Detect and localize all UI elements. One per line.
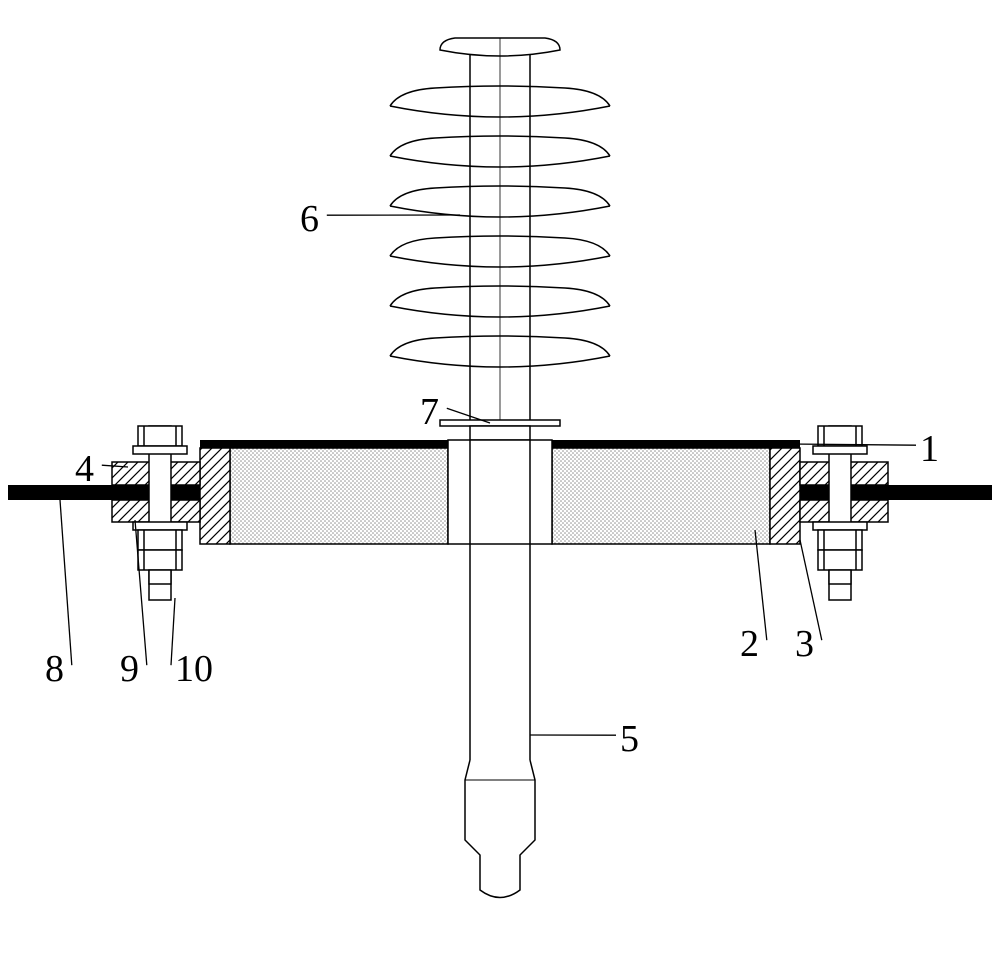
diagram-root: 6 7 1 4 23 5 8 9 10 — [0, 0, 1000, 954]
callout-5: 5 — [620, 720, 639, 758]
callout-7: 7 — [420, 393, 439, 431]
callout-4: 4 — [75, 450, 94, 488]
callout-9: 9 — [120, 650, 139, 688]
callout-1: 1 — [920, 430, 939, 468]
callout-8: 8 — [45, 650, 64, 688]
callout-2: 2 — [740, 625, 759, 663]
callout-3: 3 — [795, 625, 814, 663]
callout-6: 6 — [300, 200, 319, 238]
callout-10: 10 — [175, 650, 213, 688]
diagram-svg — [0, 0, 1000, 954]
